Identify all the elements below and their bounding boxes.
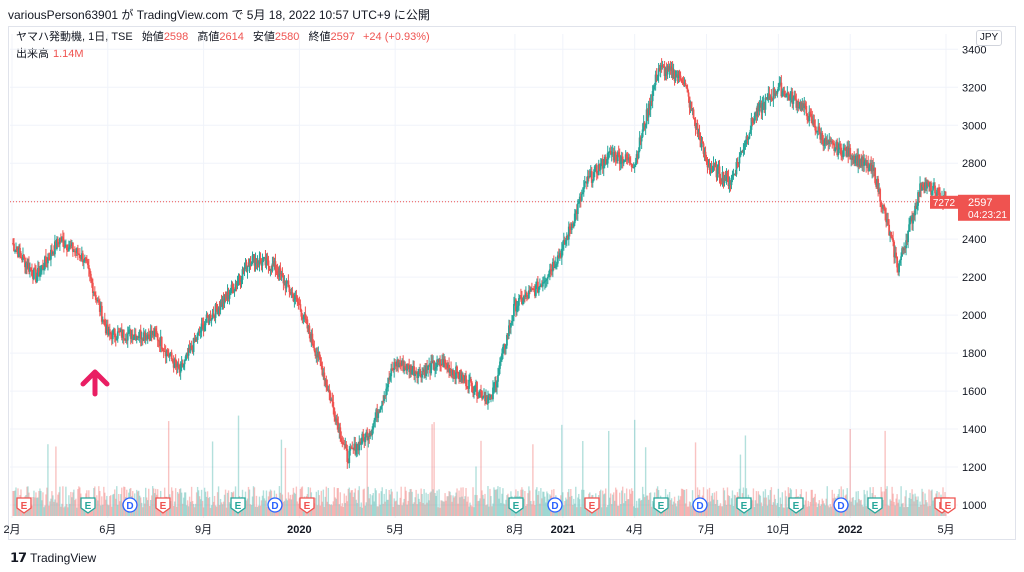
change-value: +24 (+0.93%) (363, 31, 430, 43)
chart-legend: ヤマハ発動機, 1日, TSE 始値2598 高値2614 安値2580 終値2… (16, 31, 430, 44)
volume-value: 1.14M (53, 48, 84, 60)
currency-button[interactable]: JPY (976, 30, 1002, 46)
open-label: 始値 (141, 31, 164, 43)
chart-frame (8, 26, 1016, 540)
symbol-label: ヤマハ発動機, 1日, TSE (16, 31, 133, 43)
high-label: 高値 (197, 31, 220, 43)
footer-brand: 𝟭𝟳 TradingView (10, 550, 96, 566)
close-value: 2597 (330, 31, 355, 43)
high-value: 2614 (219, 31, 244, 43)
close-label: 終値 (308, 31, 331, 43)
low-value: 2580 (274, 31, 300, 43)
brand-label: TradingView (30, 551, 97, 565)
volume-legend: 出来高 1.14M (16, 45, 84, 61)
tradingview-logo-icon: 𝟭𝟳 (10, 550, 27, 565)
low-label: 安値 (252, 31, 275, 43)
open-value: 2598 (163, 31, 189, 43)
publish-caption: variousPerson63901 が TradingView.com で 5… (8, 8, 430, 22)
volume-label: 出来高 (16, 48, 49, 60)
